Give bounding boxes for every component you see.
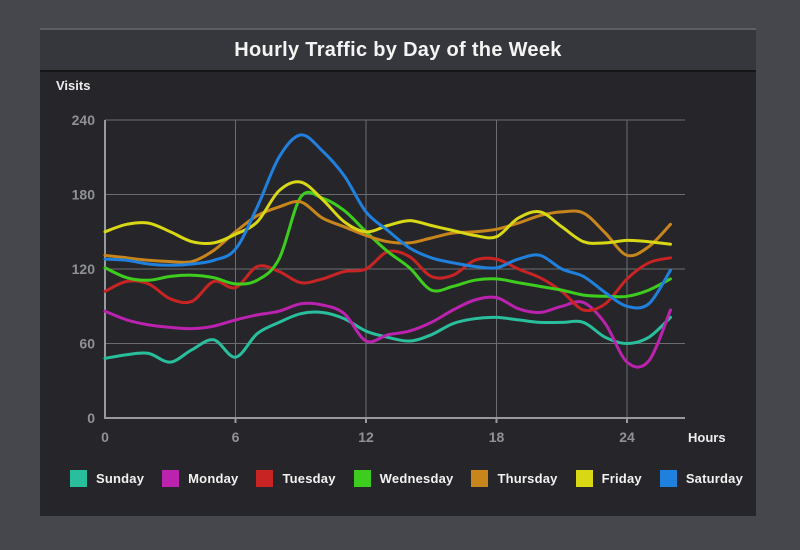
y-tick-label: 0 (87, 410, 95, 426)
legend-item-friday[interactable]: Friday (575, 469, 642, 487)
y-axis-title: Visits (56, 78, 91, 93)
legend-swatch-friday (575, 469, 593, 487)
legend-label: Sunday (96, 470, 145, 486)
legend-swatch-wednesday (353, 469, 371, 487)
legend-label: Thursday (497, 470, 558, 486)
chart-titlebar: Hourly Traffic by Day of the Week (40, 28, 756, 72)
series-line-wednesday (103, 190, 672, 299)
legend-label: Tuesday (282, 470, 336, 486)
series-line-tuesday (103, 249, 672, 313)
legend-item-tuesday[interactable]: Tuesday (256, 469, 336, 487)
y-tick-label: 240 (72, 112, 96, 128)
series-line-thursday (103, 200, 672, 264)
legend-label: Friday (601, 470, 642, 486)
y-tick-label: 120 (72, 261, 96, 277)
x-tick-label: 12 (358, 429, 374, 445)
legend-label: Saturday (685, 470, 744, 486)
chart-legend: Sunday Monday Tuesday Wednesday Thursday Frid… (70, 468, 743, 488)
legend-swatch-sunday (70, 469, 87, 487)
x-tick-label: 0 (101, 429, 109, 445)
legend-label: Wednesday (379, 470, 454, 486)
legend-swatch-saturday (659, 469, 677, 487)
legend-swatch-monday (162, 469, 180, 487)
legend-item-wednesday[interactable]: Wednesday (353, 469, 454, 487)
series-line-friday (103, 180, 672, 246)
series-line-monday (103, 295, 672, 369)
series-line-saturday (103, 133, 672, 310)
x-axis-title: Hours (688, 430, 726, 445)
legend-item-sunday[interactable]: Sunday (70, 469, 145, 487)
legend-label: Monday (188, 470, 239, 486)
legend-swatch-tuesday (256, 469, 274, 487)
y-tick-label: 180 (72, 187, 96, 203)
x-tick-label: 24 (619, 429, 635, 445)
legend-item-thursday[interactable]: Thursday (471, 469, 558, 487)
chart-title: Hourly Traffic by Day of the Week (234, 38, 562, 61)
legend-item-monday[interactable]: Monday (162, 469, 239, 487)
x-tick-label: 18 (489, 429, 505, 445)
series-line-sunday (103, 310, 672, 364)
y-tick-label: 60 (79, 336, 95, 352)
legend-swatch-thursday (471, 469, 489, 487)
legend-item-saturday[interactable]: Saturday (659, 469, 744, 487)
x-tick-label: 6 (232, 429, 240, 445)
